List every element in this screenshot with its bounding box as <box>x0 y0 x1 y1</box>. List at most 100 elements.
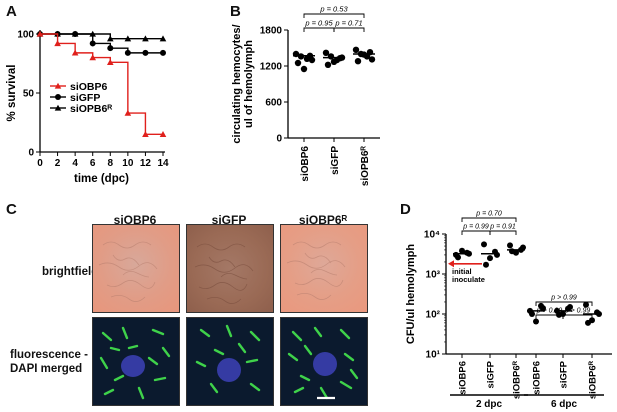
comparison-bracket <box>489 230 517 235</box>
y-tick-label: 10³ <box>426 270 441 281</box>
data-point <box>324 61 332 68</box>
legend-marker <box>54 82 62 89</box>
x-tick-label: siOBP6 <box>458 361 469 395</box>
survival-chart: 0 2 4 6 8 10 12 14 0 50 100 time (dpc) % survival siO… <box>6 30 169 186</box>
data-point <box>106 35 114 42</box>
data-point <box>455 254 461 261</box>
y-tick-label: 0 <box>28 148 34 159</box>
data-point <box>124 35 132 42</box>
x-tick-label: 6 <box>90 158 96 169</box>
data-point <box>159 131 167 137</box>
row-label-brightfield: brightfield <box>42 266 99 278</box>
p-value-label: p = 0.91 <box>489 224 516 231</box>
bacteria-nucleus-icon <box>99 326 171 400</box>
data-point <box>327 53 335 60</box>
bacteria-nucleus-icon <box>195 324 261 394</box>
x-tick-label: 10 <box>122 158 134 169</box>
panel-label-b: B <box>230 3 241 20</box>
data-point <box>54 40 61 47</box>
data-point <box>507 242 513 249</box>
x-tick-label: siOBP6ᴿ <box>512 360 523 399</box>
group-label: 2 dpc <box>476 399 503 410</box>
data-point <box>540 305 546 312</box>
panel-label-d: D <box>400 201 411 218</box>
p-value-label: p > 0.99 <box>536 308 563 315</box>
legend-marker <box>55 94 61 100</box>
data-point <box>36 30 44 37</box>
x-tick-label: 2 <box>55 158 61 169</box>
y-axis-title: CFU/ul hemolymph <box>405 244 417 345</box>
y-tick-label: 1200 <box>260 62 283 73</box>
brightfield-image-siobp6 <box>92 224 180 313</box>
fluorescence-image-siobp6r <box>280 317 368 406</box>
data-point <box>294 59 302 67</box>
data-point <box>483 261 489 268</box>
series-line-0 <box>40 33 163 135</box>
brightfield-image-sigfp <box>186 224 274 313</box>
p-value-label: p = 0.99 <box>462 224 489 231</box>
data-point <box>159 35 167 42</box>
x-tick-label: 12 <box>140 158 152 169</box>
x-tick-label: siGFP <box>330 146 341 175</box>
data-point <box>72 31 79 37</box>
reference-label: inoculate <box>452 275 485 284</box>
data-point <box>487 255 493 262</box>
comparison-bracket <box>303 13 365 18</box>
reference-label: initial <box>452 267 472 276</box>
x-tick-label: siOBP6 <box>300 146 311 182</box>
comparison-bracket <box>303 27 335 32</box>
data-point <box>300 65 308 73</box>
row-label-fluorescence: fluorescence - DAPI merged <box>10 349 88 375</box>
x-tick-label: siGFP <box>559 360 570 388</box>
p-value-label: p > 0.99 <box>550 295 577 302</box>
fluorescence-image-sigfp <box>186 317 274 406</box>
series-line-1 <box>40 33 163 54</box>
data-point <box>71 49 79 56</box>
data-point <box>481 241 487 248</box>
data-point <box>368 56 376 63</box>
data-point <box>354 58 362 65</box>
cell-texture-icon <box>98 241 158 302</box>
y-axis-title: % survival <box>6 65 18 122</box>
panel-label-a: A <box>6 3 17 20</box>
x-tick-label: siGFP <box>486 360 497 388</box>
p-value-label: p = 0.70 <box>475 211 502 218</box>
legend-label: siOBP6 <box>70 81 108 93</box>
data-point <box>494 251 500 258</box>
data-point <box>583 301 589 308</box>
y-tick-label: 600 <box>265 98 282 109</box>
x-tick-label: siOBP6 <box>532 361 543 395</box>
p-value-label: p = 0.53 <box>319 5 348 14</box>
comparison-bracket <box>333 27 365 32</box>
data-point <box>107 45 114 52</box>
column-label-siobp6: siOBP6 <box>113 213 157 227</box>
reference-arrowhead <box>448 260 454 268</box>
x-tick-label: 0 <box>37 158 43 169</box>
cell-texture-icon <box>286 241 346 300</box>
data-point <box>533 318 539 325</box>
p-value-label: p = 0.71 <box>334 19 362 28</box>
y-axis-title: circulating hemocytes/ <box>231 24 243 143</box>
y-axis-title: ul of hemolymph <box>243 40 255 128</box>
brightfield-image-siobp6r <box>280 224 368 313</box>
x-axis-title: time (dpc) <box>74 173 129 185</box>
data-point <box>89 40 96 47</box>
microscopy-panel: siOBP6 siGFP siOBP6ᴿ brightfield fluores… <box>0 200 390 412</box>
data-point <box>142 131 149 137</box>
data-point <box>142 49 149 56</box>
comparison-bracket <box>535 301 593 306</box>
comparison-bracket <box>461 217 517 222</box>
legend-marker <box>54 104 62 111</box>
p-value-label: p > 0.99 <box>564 308 591 315</box>
data-point <box>142 35 149 42</box>
data-point <box>124 49 131 56</box>
y-tick-label: 10² <box>426 310 441 321</box>
p-value-label: p = 0.95 <box>304 19 333 28</box>
data-point <box>529 311 535 317</box>
hemocyte-chart: 0 600 1200 1800 circulating hemocytes/ul of … <box>231 5 380 186</box>
column-label-siobp6r: siOBP6ᴿ <box>298 213 348 227</box>
data-point <box>89 54 97 61</box>
data-point <box>330 58 338 65</box>
y-tick-label: 1800 <box>260 26 283 37</box>
y-tick-label: 50 <box>23 89 35 100</box>
